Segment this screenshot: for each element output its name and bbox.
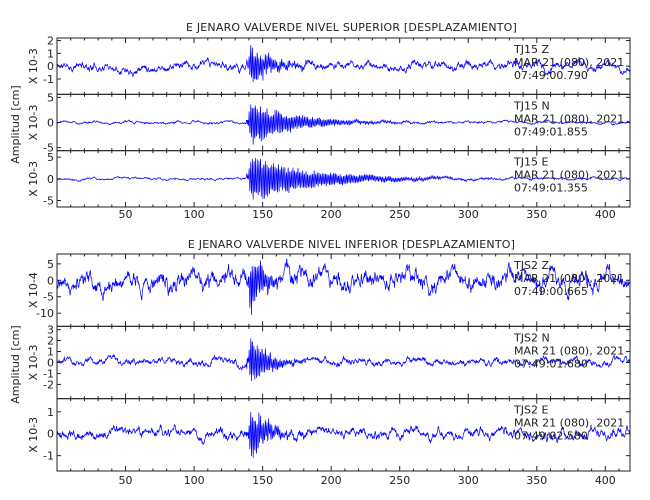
y-scale-label: X 10-3 xyxy=(27,417,40,453)
y-tick-label: -1 xyxy=(43,450,54,463)
x-tick-label: 350 xyxy=(526,474,547,487)
y-tick-label: 2 xyxy=(47,335,54,348)
y-axis-label: Amplitud [cm] xyxy=(9,325,22,403)
x-tick-label: 350 xyxy=(526,208,547,221)
y-tick-label: -1 xyxy=(43,367,54,380)
station-label: TJS2 N xyxy=(513,331,550,344)
x-tick-label: 250 xyxy=(389,208,410,221)
chart-group-1: E JENARO VALVERDE NIVEL SUPERIOR [DESPLA… xyxy=(9,21,631,221)
station-label: TJ15 N xyxy=(513,99,550,112)
y-tick-label: 5 xyxy=(47,151,54,164)
y-scale-label: X 10-3 xyxy=(27,48,40,84)
y-tick-label: 0 xyxy=(47,60,54,73)
time-label: 07:49:00.790 xyxy=(514,69,588,82)
date-label: MAR 21 (080), 2021 xyxy=(514,344,624,357)
x-tick-label: 200 xyxy=(321,474,342,487)
y-tick-label: -1 xyxy=(43,73,54,86)
y-tick-label: 0 xyxy=(47,117,54,130)
trace-line xyxy=(56,158,631,200)
date-label: MAR 21 (080), 2021 xyxy=(514,272,624,285)
y-tick-label: 1 xyxy=(47,346,54,359)
chart-title: E JENARO VALVERDE NIVEL INFERIOR [DESPLA… xyxy=(188,238,515,251)
y-tick-label: 1 xyxy=(47,47,54,60)
x-tick-label: 150 xyxy=(252,208,273,221)
y-tick-label: -10 xyxy=(36,307,54,320)
y-tick-label: -5 xyxy=(43,142,54,155)
y-tick-label: -5 xyxy=(43,195,54,208)
y-tick-label: -5 xyxy=(43,291,54,304)
x-tick-label: 400 xyxy=(595,208,616,221)
time-label: 07:49:01.355 xyxy=(514,182,588,195)
y-tick-label: 0 xyxy=(47,274,54,287)
x-tick-label: 300 xyxy=(458,474,479,487)
y-tick-label: 3 xyxy=(47,324,54,337)
time-label: 07:49:02.580 xyxy=(514,430,588,443)
date-label: MAR 21 (080), 2021 xyxy=(514,112,624,125)
date-label: MAR 21 (080), 2021 xyxy=(514,417,624,430)
y-scale-label: X 10-3 xyxy=(27,345,40,381)
time-label: 07:49:01.680 xyxy=(514,357,588,370)
x-tick-label: 250 xyxy=(389,474,410,487)
trace-line xyxy=(56,104,631,145)
x-tick-label: 150 xyxy=(252,474,273,487)
x-tick-label: 300 xyxy=(458,208,479,221)
y-tick-label: -2 xyxy=(43,378,54,391)
station-label: TJ15 Z xyxy=(513,43,549,56)
y-tick-label: 1 xyxy=(47,406,54,419)
y-tick-label: 0 xyxy=(47,357,54,370)
trace-line xyxy=(56,45,631,83)
station-label: TJS2 E xyxy=(513,404,548,417)
time-label: 07:49:00.665 xyxy=(514,285,588,298)
time-label: 07:49:01.855 xyxy=(514,125,588,138)
x-tick-label: 100 xyxy=(184,474,205,487)
y-scale-label: X 10-3 xyxy=(27,161,40,197)
chart-group-2: E JENARO VALVERDE NIVEL INFERIOR [DESPLA… xyxy=(9,238,631,487)
y-scale-label: X 10-3 xyxy=(27,105,40,141)
y-tick-label: 5 xyxy=(47,91,54,104)
y-tick-label: 0 xyxy=(47,428,54,441)
station-label: TJS2 Z xyxy=(513,259,549,272)
trace-line xyxy=(56,258,631,315)
x-tick-label: 200 xyxy=(321,208,342,221)
trace-line xyxy=(56,338,631,382)
chart-title: E JENARO VALVERDE NIVEL SUPERIOR [DESPLA… xyxy=(186,21,517,34)
x-tick-label: 50 xyxy=(119,208,133,221)
x-tick-label: 400 xyxy=(595,474,616,487)
y-tick-label: 2 xyxy=(47,35,54,48)
x-tick-label: 100 xyxy=(184,208,205,221)
station-label: TJ15 E xyxy=(513,156,548,169)
y-tick-label: 5 xyxy=(47,258,54,271)
y-scale-label: X 10-4 xyxy=(27,272,40,308)
y-axis-label: Amplitud [cm] xyxy=(9,85,22,163)
date-label: MAR 21 (080), 2021 xyxy=(514,56,624,69)
date-label: MAR 21 (080), 2021 xyxy=(514,169,624,182)
trace-line xyxy=(56,412,631,458)
panel-frame xyxy=(56,398,631,472)
x-tick-label: 50 xyxy=(119,474,133,487)
y-tick-label: 0 xyxy=(47,173,54,186)
